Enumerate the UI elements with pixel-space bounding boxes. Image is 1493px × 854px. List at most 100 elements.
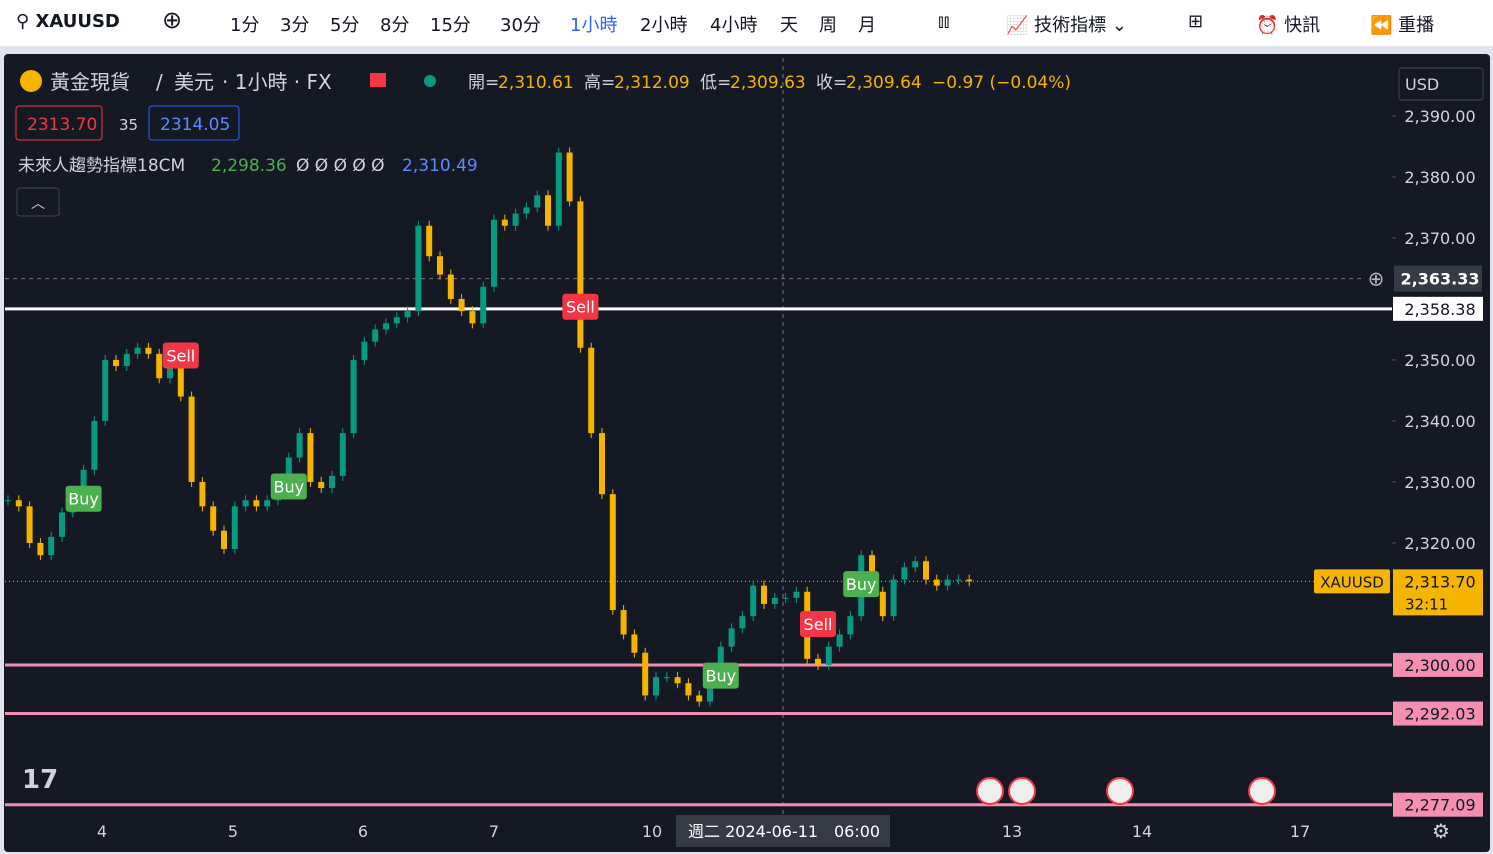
crosshair-tag (1394, 265, 1482, 292)
chart-type[interactable]: ⫾⫾ (938, 11, 950, 32)
candle (167, 359, 173, 379)
candle (739, 616, 746, 629)
candle (847, 616, 854, 635)
indicator-name: 未來人趨勢指標18CM (18, 156, 185, 176)
x-tick-label: 4 (97, 822, 107, 841)
toolbar: ⚲ XAUUSD ⊕ 1分 3分 5分 8分 15分 30分 1小時 2小時 4小時 天周月 ⫾⫾… (0, 0, 1493, 46)
symbol-search[interactable]: ⚲ XAUUSD (16, 11, 120, 32)
current-price: 2,313.70 (1404, 572, 1475, 591)
x-tick-label: 10 (642, 822, 662, 841)
crosshair-date-tag (676, 815, 890, 847)
interval[interactable]: 4小時 (710, 15, 758, 36)
crosshair-plus: ⊕ (1368, 267, 1385, 291)
candle (339, 433, 346, 476)
candle (771, 597, 778, 604)
interval[interactable]: 周 (819, 15, 837, 36)
layouts[interactable]: ⊞ (1188, 11, 1204, 32)
y-tick-label: 2,370.00 (1404, 229, 1475, 248)
indicators-label[interactable]: 技術指標 (1034, 15, 1107, 36)
signal-box (800, 610, 836, 637)
candle (102, 359, 109, 421)
candle (134, 347, 141, 354)
bid-box (15, 105, 103, 141)
interval[interactable]: 8分 (380, 15, 410, 36)
news-label[interactable]: 快訊 (1284, 15, 1321, 36)
candle (285, 457, 292, 489)
signal-box (270, 473, 307, 500)
candle (512, 213, 519, 226)
add-symbol[interactable]: ⊕ (162, 6, 183, 34)
signal-box (562, 293, 599, 320)
symbol[interactable]: XAUUSD (35, 11, 120, 32)
level-label: 2,277.09 (1404, 796, 1475, 815)
candle (350, 359, 357, 434)
candle (674, 677, 681, 684)
candle (588, 347, 595, 434)
candle (923, 561, 929, 580)
candle (48, 536, 55, 556)
indicators[interactable]: 📈 技術指標 ⌄ (1006, 15, 1127, 36)
y-tick-label: 2,380.00 (1404, 168, 1475, 187)
indicator-value: 2,310.49 (402, 156, 478, 176)
currency-select: USD (1405, 75, 1439, 94)
candle (318, 481, 325, 489)
interval[interactable]: 1分 (230, 15, 260, 36)
level-tag (1393, 701, 1483, 726)
bid: 2313.70 (27, 115, 97, 135)
candle (91, 420, 98, 470)
news[interactable]: ⏰ 快訊 (1256, 15, 1321, 36)
interval[interactable]: 2小時 (640, 15, 688, 36)
signal-label: Buy (274, 478, 305, 497)
y-tick-label: 2,390.00 (1404, 107, 1475, 126)
ohlc-label: 開= (468, 73, 499, 93)
symbol-icon (20, 70, 42, 92)
signal-box (702, 662, 739, 689)
candle (415, 225, 422, 312)
candle (717, 646, 724, 678)
interval[interactable]: 5分 (330, 15, 360, 36)
currency-box (1398, 67, 1484, 101)
candle (253, 500, 260, 507)
candle (631, 634, 638, 653)
candle (966, 579, 973, 582)
replay-label[interactable]: 重播 (1398, 15, 1435, 36)
candle (177, 359, 184, 397)
interval[interactable]: 月 (858, 15, 876, 36)
candle (890, 579, 897, 617)
candle (912, 561, 919, 568)
indicator-value: 2,298.36 (211, 156, 287, 176)
interval[interactable]: 1小時 (570, 15, 618, 36)
x-tick-label: 14 (1132, 822, 1152, 841)
spread: 35 (119, 116, 138, 134)
candle (199, 481, 206, 507)
candle (696, 695, 703, 702)
collapse-icon: ︿ (31, 196, 45, 212)
level-label: 2,292.03 (1404, 705, 1475, 724)
candle (599, 433, 605, 495)
current-tag (1393, 569, 1483, 616)
candle (329, 475, 335, 489)
level-tag (1393, 792, 1483, 817)
candle (577, 201, 584, 348)
ohlc-value: 2,309.64 (846, 73, 922, 93)
interval[interactable]: 3分 (280, 15, 310, 36)
interval[interactable]: 30分 (500, 15, 541, 36)
candle (491, 219, 497, 287)
candle (37, 542, 44, 556)
candle (59, 512, 65, 537)
replay[interactable]: ⏪ 重播 (1370, 15, 1435, 36)
candle (566, 152, 573, 202)
candle (944, 579, 951, 586)
interval[interactable]: 15分 (430, 15, 471, 36)
current-symbol-tag (1314, 569, 1390, 594)
signal-box (162, 342, 199, 369)
candle (447, 274, 454, 299)
ohlc-value: 2,309.63 (730, 73, 806, 93)
interval[interactable]: 天 (780, 15, 798, 36)
candle (707, 677, 713, 702)
x-tick-label: 7 (489, 822, 499, 841)
candle (383, 323, 389, 330)
signal-label: Buy (846, 575, 877, 594)
signal-box (65, 485, 102, 512)
level-tag (1393, 652, 1483, 677)
